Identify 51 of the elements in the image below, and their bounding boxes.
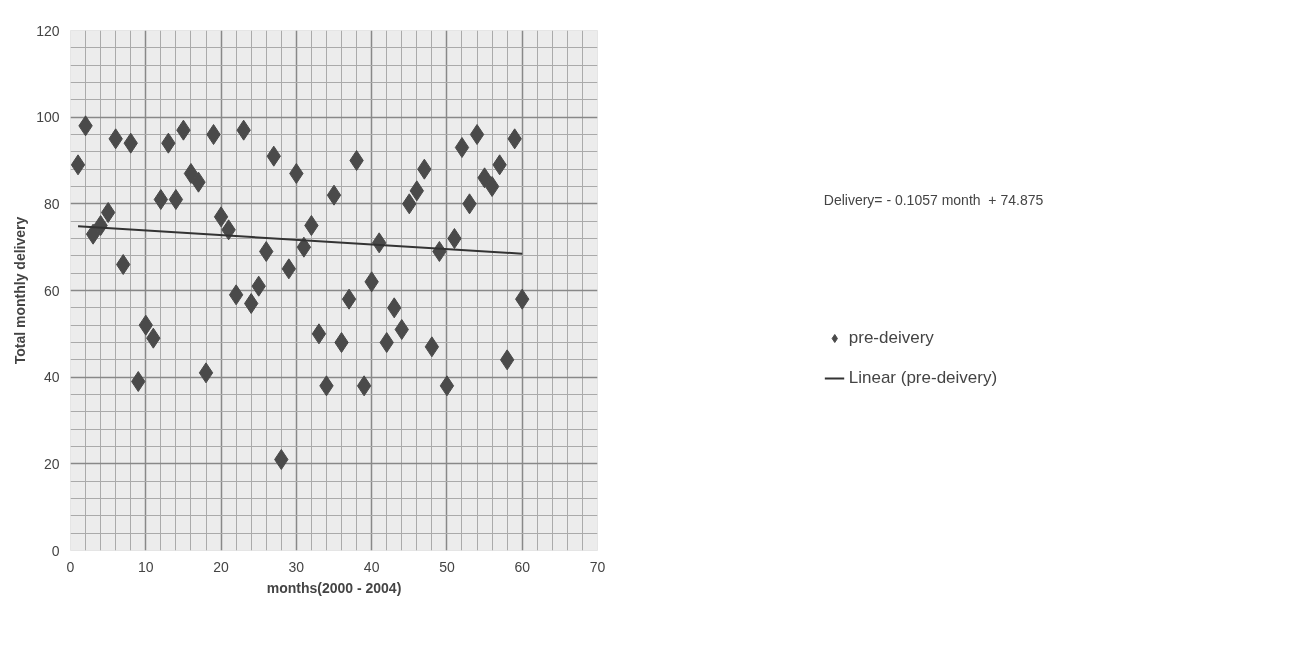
point bbox=[274, 449, 289, 470]
point bbox=[439, 375, 455, 397]
point bbox=[311, 323, 327, 345]
point bbox=[131, 371, 146, 392]
point bbox=[244, 293, 259, 314]
legend-label: pre-deivery bbox=[848, 328, 934, 348]
point bbox=[228, 284, 244, 306]
x-tick-label: 10 bbox=[138, 558, 154, 575]
point bbox=[153, 189, 169, 210]
point bbox=[341, 288, 357, 310]
x-tick-label: 20 bbox=[213, 558, 230, 575]
point bbox=[213, 206, 229, 228]
point bbox=[394, 319, 409, 340]
point bbox=[454, 137, 470, 158]
x-tick-label: 40 bbox=[363, 558, 380, 575]
legend-label: Linear (pre-deivery) bbox=[848, 368, 998, 388]
point bbox=[198, 362, 214, 384]
point bbox=[70, 154, 86, 176]
point bbox=[304, 215, 319, 236]
point bbox=[326, 184, 342, 206]
point bbox=[296, 236, 312, 258]
point bbox=[100, 202, 116, 223]
point bbox=[349, 150, 364, 171]
point bbox=[259, 241, 274, 262]
y-tick-label: 0 bbox=[51, 542, 60, 559]
point bbox=[168, 189, 184, 210]
y-tick-label: 40 bbox=[43, 369, 60, 386]
point bbox=[334, 332, 349, 353]
point bbox=[206, 124, 221, 145]
point bbox=[484, 176, 500, 197]
point bbox=[356, 375, 372, 397]
point bbox=[424, 336, 440, 358]
y-tick-label: 100 bbox=[36, 109, 60, 126]
point bbox=[469, 124, 485, 145]
y-tick-label: 120 bbox=[36, 22, 60, 39]
point bbox=[116, 254, 131, 275]
y-tick-label: 80 bbox=[43, 195, 60, 212]
x-tick-label: 50 bbox=[439, 558, 455, 575]
x-tick-label: 70 bbox=[589, 558, 606, 575]
x-tick-label: 0 bbox=[66, 558, 75, 575]
x-axis-title: months(2000 - 2004) bbox=[266, 579, 402, 596]
point bbox=[499, 349, 515, 371]
x-tick-label: 60 bbox=[514, 558, 531, 575]
point bbox=[289, 163, 304, 184]
point bbox=[447, 228, 462, 249]
y-tick-label: 20 bbox=[43, 455, 60, 472]
y-tick-label: 60 bbox=[43, 282, 60, 299]
point bbox=[379, 332, 394, 353]
y-axis-title: Total monthly delivery bbox=[12, 216, 29, 365]
text: Delivery= - 0.1057 month + 74.875 bbox=[823, 192, 1044, 208]
x-tick-label: 30 bbox=[288, 558, 305, 575]
